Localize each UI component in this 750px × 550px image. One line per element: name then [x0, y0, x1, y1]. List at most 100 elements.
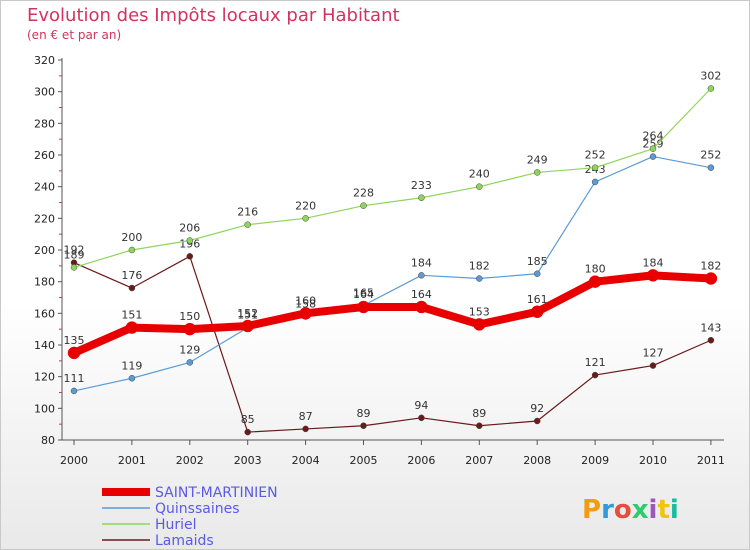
x-tick-label: 2000 — [60, 454, 88, 467]
data-label: 259 — [643, 138, 664, 151]
chart-title: Evolution des Impôts locaux par Habitant — [27, 5, 400, 26]
series-point — [473, 318, 486, 331]
data-label: 196 — [179, 237, 200, 250]
legend-label: SAINT-MARTINIEN — [155, 485, 278, 501]
x-tick-label: 2010 — [639, 454, 667, 467]
series-point — [418, 414, 425, 422]
y-tick-label: 140 — [34, 339, 55, 352]
data-label: 184 — [411, 256, 432, 269]
series-point — [707, 85, 715, 92]
data-label: 111 — [64, 372, 85, 385]
data-label: 185 — [527, 255, 548, 268]
series-point — [244, 428, 251, 436]
legend-label: Quinssaines — [155, 501, 240, 517]
x-tick-label: 2006 — [407, 454, 435, 467]
series-point — [357, 300, 370, 314]
x-tick-label: 2009 — [581, 454, 609, 467]
data-label: 135 — [64, 334, 85, 347]
series-point — [128, 284, 136, 292]
series-point — [707, 337, 715, 344]
data-label: 182 — [469, 260, 490, 273]
series-point — [244, 221, 251, 228]
data-label: 151 — [237, 309, 258, 322]
series-point — [186, 237, 194, 244]
series-point — [533, 417, 541, 425]
x-tick-label: 2004 — [292, 454, 320, 467]
series-point — [591, 164, 599, 171]
data-label: 240 — [469, 168, 490, 181]
series-point — [418, 194, 425, 202]
data-label: 164 — [353, 288, 374, 301]
series-line — [73, 88, 712, 268]
data-label: 153 — [469, 305, 490, 318]
data-label: 89 — [472, 407, 486, 420]
logo: Proxiti — [582, 495, 679, 525]
x-tick-label: 2007 — [465, 454, 493, 467]
x-tick-label: 2005 — [350, 454, 378, 467]
data-label: 119 — [121, 359, 142, 372]
data-label: 206 — [179, 222, 200, 235]
series-point — [415, 300, 428, 314]
data-label: 189 — [64, 248, 85, 261]
data-label: 180 — [585, 263, 606, 276]
data-label: 233 — [411, 179, 432, 192]
x-tick-label: 2008 — [523, 454, 551, 467]
series-point — [360, 202, 367, 209]
y-tick-label: 280 — [34, 117, 55, 130]
series-point — [128, 375, 136, 382]
y-tick-label: 100 — [34, 402, 55, 415]
y-tick-label: 180 — [34, 276, 55, 289]
chart-subtitle: (en € et par an) — [27, 28, 122, 42]
x-tick-label: 2003 — [234, 454, 262, 467]
legend-label: Huriel — [155, 517, 197, 533]
data-label: 151 — [121, 309, 142, 322]
data-label: 200 — [121, 231, 142, 244]
series-point — [241, 319, 254, 333]
series-point — [418, 272, 425, 279]
series-line — [72, 271, 712, 357]
data-label: 164 — [411, 288, 432, 301]
y-tick-label: 160 — [34, 307, 55, 320]
x-tick-label: 2001 — [118, 454, 146, 467]
series-point — [591, 178, 599, 186]
data-label: 152 — [237, 307, 258, 320]
series-point — [476, 275, 483, 282]
series-point — [476, 422, 483, 430]
y-tick-label: 300 — [34, 86, 55, 99]
y-tick-label: 240 — [34, 181, 55, 194]
series-point — [707, 164, 715, 171]
data-label: 264 — [643, 130, 664, 143]
series-point — [183, 322, 197, 336]
series-point — [125, 321, 139, 334]
series-point — [302, 425, 309, 433]
data-label: 92 — [530, 402, 544, 415]
series-point — [588, 275, 602, 288]
y-tick-label: 260 — [34, 149, 55, 162]
x-tick-label: 2002 — [176, 454, 204, 467]
series-line — [73, 255, 712, 433]
data-label: 165 — [353, 286, 374, 299]
series-point — [591, 371, 599, 379]
series-point — [649, 145, 657, 152]
data-label: 160 — [295, 294, 316, 307]
data-label: 228 — [353, 187, 374, 200]
series-point — [476, 183, 483, 190]
data-label: 150 — [179, 310, 200, 323]
y-tick-label: 120 — [34, 371, 55, 384]
series-point — [530, 305, 544, 319]
x-tick-label: 2011 — [697, 454, 725, 467]
series-point — [360, 422, 367, 430]
series-point — [299, 307, 312, 320]
data-label: 216 — [237, 206, 258, 219]
data-label: 89 — [357, 407, 371, 420]
data-label: 129 — [179, 343, 200, 356]
data-label: 249 — [527, 153, 548, 166]
data-label: 143 — [700, 321, 721, 334]
series-point — [67, 346, 81, 360]
series-point — [302, 215, 309, 222]
data-label: 158 — [295, 298, 316, 311]
data-label: 192 — [64, 244, 85, 257]
data-label: 121 — [585, 356, 606, 369]
series-point — [70, 387, 78, 395]
